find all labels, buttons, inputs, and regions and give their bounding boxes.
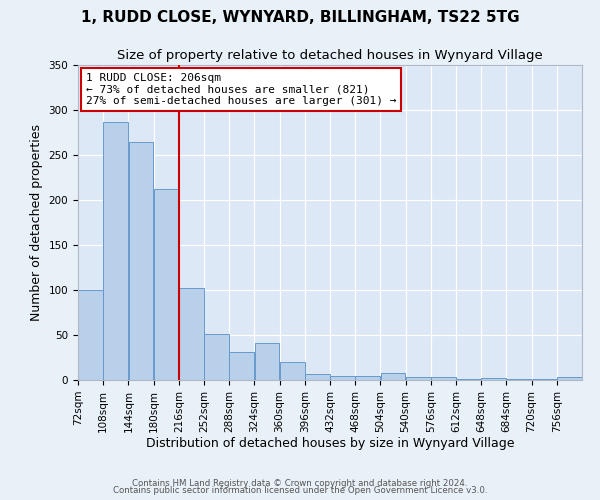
- Text: 1, RUDD CLOSE, WYNYARD, BILLINGHAM, TS22 5TG: 1, RUDD CLOSE, WYNYARD, BILLINGHAM, TS22…: [80, 10, 520, 25]
- Y-axis label: Number of detached properties: Number of detached properties: [30, 124, 43, 321]
- Bar: [431, 378, 456, 380]
- Title: Size of property relative to detached houses in Wynyard Village: Size of property relative to detached ho…: [117, 50, 543, 62]
- X-axis label: Distribution of detached houses by size in Wynyard Village: Distribution of detached houses by size …: [146, 438, 514, 450]
- Text: Contains public sector information licensed under the Open Government Licence v3: Contains public sector information licen…: [113, 486, 487, 495]
- Bar: [456, 379, 481, 380]
- Bar: [179, 288, 204, 380]
- Bar: [330, 376, 355, 380]
- Bar: [204, 334, 229, 380]
- Bar: [557, 378, 582, 380]
- Bar: [506, 379, 532, 380]
- Bar: [154, 189, 179, 380]
- Bar: [380, 373, 406, 380]
- Text: Contains HM Land Registry data © Crown copyright and database right 2024.: Contains HM Land Registry data © Crown c…: [132, 478, 468, 488]
- Bar: [481, 378, 506, 380]
- Bar: [128, 142, 154, 380]
- Bar: [532, 379, 557, 380]
- Bar: [229, 352, 254, 380]
- Bar: [103, 122, 128, 380]
- Bar: [280, 362, 305, 380]
- Text: 1 RUDD CLOSE: 206sqm
← 73% of detached houses are smaller (821)
27% of semi-deta: 1 RUDD CLOSE: 206sqm ← 73% of detached h…: [86, 73, 396, 106]
- Bar: [406, 378, 431, 380]
- Bar: [254, 343, 280, 380]
- Bar: [355, 376, 380, 380]
- Bar: [78, 290, 103, 380]
- Bar: [305, 374, 330, 380]
